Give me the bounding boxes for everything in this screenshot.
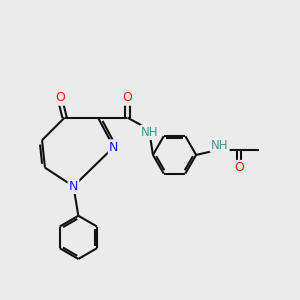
Text: NH: NH <box>211 139 228 152</box>
Text: N: N <box>69 180 78 193</box>
Text: O: O <box>234 161 244 174</box>
Text: O: O <box>122 92 132 104</box>
Text: N: N <box>109 141 118 154</box>
Text: O: O <box>55 92 64 104</box>
Text: NH: NH <box>141 126 159 139</box>
